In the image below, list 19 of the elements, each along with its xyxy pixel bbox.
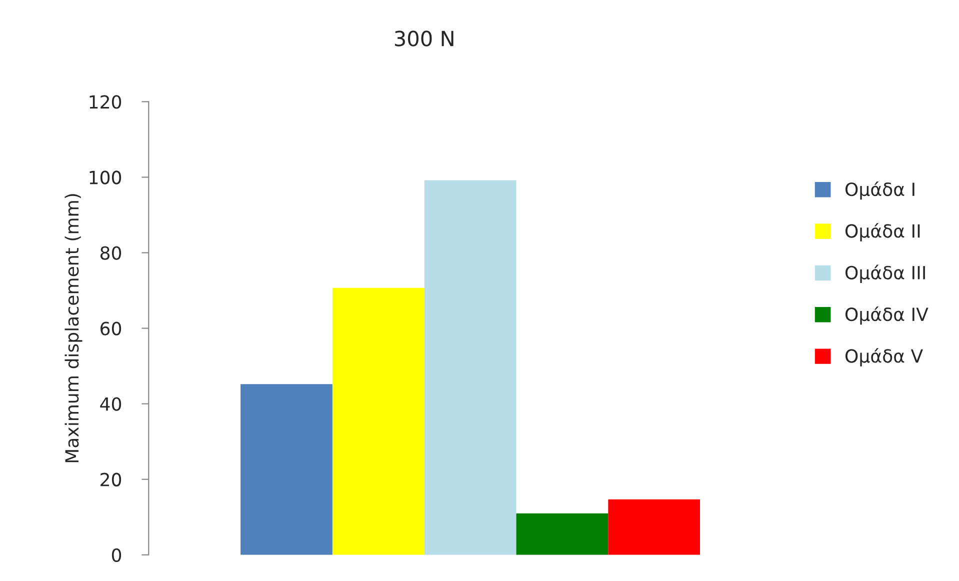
- y-tick-label: 100: [90, 170, 122, 184]
- legend-label: Ομάδα V: [845, 348, 923, 366]
- legend-label: Ομάδα III: [845, 264, 925, 283]
- bar: [424, 180, 516, 555]
- y-axis-title: Maximum displacement (mm): [64, 194, 82, 462]
- y-tick-label: 120: [90, 95, 122, 109]
- legend-label: Ομάδα II: [845, 223, 920, 242]
- bar: [332, 288, 424, 555]
- y-tick-label: 0: [112, 548, 122, 562]
- y-tick-label: 60: [100, 322, 122, 336]
- legend-label: Ομάδα IV: [845, 306, 928, 325]
- y-tick-label: 20: [100, 472, 122, 486]
- bar: [608, 499, 700, 555]
- y-tick-label: 40: [100, 397, 122, 411]
- chart-title: 300 N: [394, 30, 454, 46]
- bar: [516, 513, 608, 555]
- y-tick-label: 80: [100, 246, 122, 260]
- bar: [240, 384, 332, 555]
- legend-label: Ομάδα I: [845, 181, 914, 200]
